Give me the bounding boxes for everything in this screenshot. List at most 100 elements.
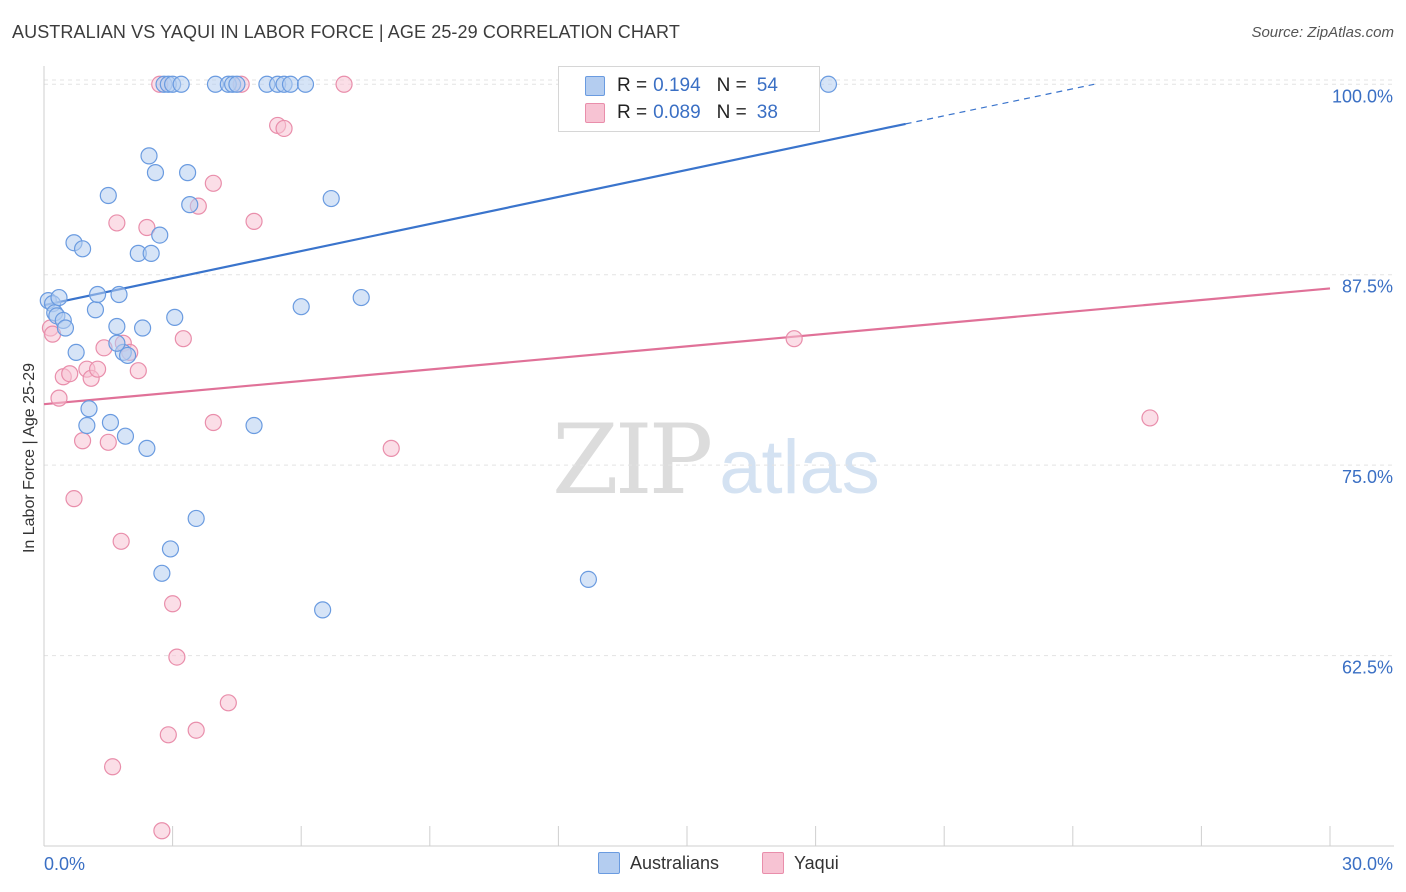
point-australians (86, 301, 105, 319)
point-australians (110, 285, 128, 304)
x-tick-label: 30.0% (1342, 854, 1393, 874)
y-tick-label: 62.5% (1342, 658, 1393, 678)
series-label-yaqui: Yaqui (794, 852, 839, 873)
point-australians (140, 147, 158, 165)
point-australians (142, 244, 160, 262)
point-yaqui (50, 389, 68, 407)
point-australians (133, 319, 152, 337)
point-australians (281, 75, 300, 93)
series-swatch-australians (598, 852, 620, 874)
point-yaqui (99, 433, 117, 451)
watermark-atlas: atlas (719, 425, 880, 510)
point-australians (78, 416, 96, 435)
tick-labels: 62.5% 75.0% 87.5% 100.0% 0.0% 30.0% (44, 86, 1393, 874)
point-yaqui (275, 119, 293, 138)
point-australians (67, 343, 85, 362)
point-yaqui (204, 174, 222, 192)
point-australians (166, 308, 184, 326)
y-tick-label: 75.0% (1342, 467, 1393, 487)
grid (44, 79, 1394, 657)
point-australians (56, 319, 75, 337)
legend-n-value: 54 (756, 75, 778, 96)
point-yaqui (159, 726, 177, 744)
trend-line-yaqui (43, 287, 1331, 406)
point-australians (151, 226, 169, 244)
point-australians (322, 189, 340, 208)
legend-row-australians: R = 0.194 N = 54 (585, 73, 778, 99)
point-australians (179, 164, 197, 182)
point-yaqui (785, 330, 803, 348)
point-australians (228, 75, 246, 93)
point-yaqui (65, 490, 83, 508)
point-australians (146, 164, 165, 182)
trend-extension-australians (905, 83, 1095, 125)
point-australians (819, 75, 838, 93)
point-yaqui (1141, 409, 1159, 427)
point-australians (245, 416, 263, 435)
point-yaqui (129, 362, 147, 380)
point-australians (579, 570, 598, 588)
legend-r-value: 0.089 (653, 102, 701, 123)
point-yaqui (187, 721, 205, 739)
source-label: Source: ZipAtlas.com (1251, 24, 1394, 41)
legend-r-label: R = (617, 102, 648, 123)
point-australians (181, 196, 199, 214)
point-yaqui (88, 360, 107, 378)
point-yaqui (103, 758, 122, 776)
point-australians (292, 298, 310, 316)
series-swatch-yaqui (762, 852, 784, 874)
point-australians (73, 240, 92, 258)
point-yaqui (138, 218, 156, 237)
point-australians (80, 400, 98, 418)
point-yaqui (204, 413, 222, 432)
watermark-zip: ZIP (552, 404, 713, 516)
chart-title: AUSTRALIAN VS YAQUI IN LABOR FORCE | AGE… (12, 22, 680, 42)
trend-lines (43, 83, 1331, 406)
legend-row-yaqui: R = 0.089 N = 38 (585, 100, 778, 126)
stats-legend: R = 0.194 N = 54 R = 0.089 N = 38 (558, 66, 820, 132)
point-yaqui (61, 365, 79, 383)
point-australians (314, 601, 332, 619)
point-yaqui (335, 75, 353, 93)
point-yaqui (382, 439, 400, 457)
point-yaqui (73, 432, 92, 450)
point-yaqui (153, 822, 171, 840)
point-yaqui (245, 212, 263, 230)
point-australians (352, 288, 370, 307)
point-australians (172, 75, 190, 93)
point-yaqui (108, 214, 126, 232)
legend-swatch-australians (585, 76, 605, 96)
point-australians (187, 509, 205, 528)
point-yaqui (219, 694, 237, 712)
series-legend: Australians Yaqui (0, 852, 1406, 878)
point-yaqui (168, 648, 186, 666)
point-australians (88, 285, 107, 304)
legend-r-label: R = (617, 75, 648, 96)
data-points (39, 75, 1159, 840)
point-australians (108, 334, 126, 352)
axes (43, 66, 1394, 847)
series-legend-australians[interactable]: Australians (598, 852, 719, 874)
legend-n-value: 38 (756, 102, 778, 123)
point-yaqui (164, 595, 182, 613)
legend-n-label: N = (716, 75, 747, 96)
series-legend-yaqui[interactable]: Yaqui (762, 852, 839, 874)
point-australians (296, 75, 315, 93)
trend-line-australians (43, 122, 906, 307)
point-australians (153, 564, 171, 582)
point-australians (101, 413, 120, 432)
point-australians (99, 186, 117, 205)
point-australians (116, 427, 135, 445)
watermark: ZIP atlas (552, 404, 880, 516)
point-yaqui (174, 330, 192, 348)
point-australians (138, 439, 156, 457)
point-australians (161, 540, 180, 558)
x-tick-label: 0.0% (44, 854, 85, 874)
legend-swatch-yaqui (585, 103, 605, 123)
legend-r-value: 0.194 (653, 75, 701, 96)
point-australians (50, 288, 68, 307)
series-label-australians: Australians (630, 852, 720, 873)
point-yaqui (112, 532, 130, 550)
y-tick-label: 100.0% (1332, 86, 1393, 106)
